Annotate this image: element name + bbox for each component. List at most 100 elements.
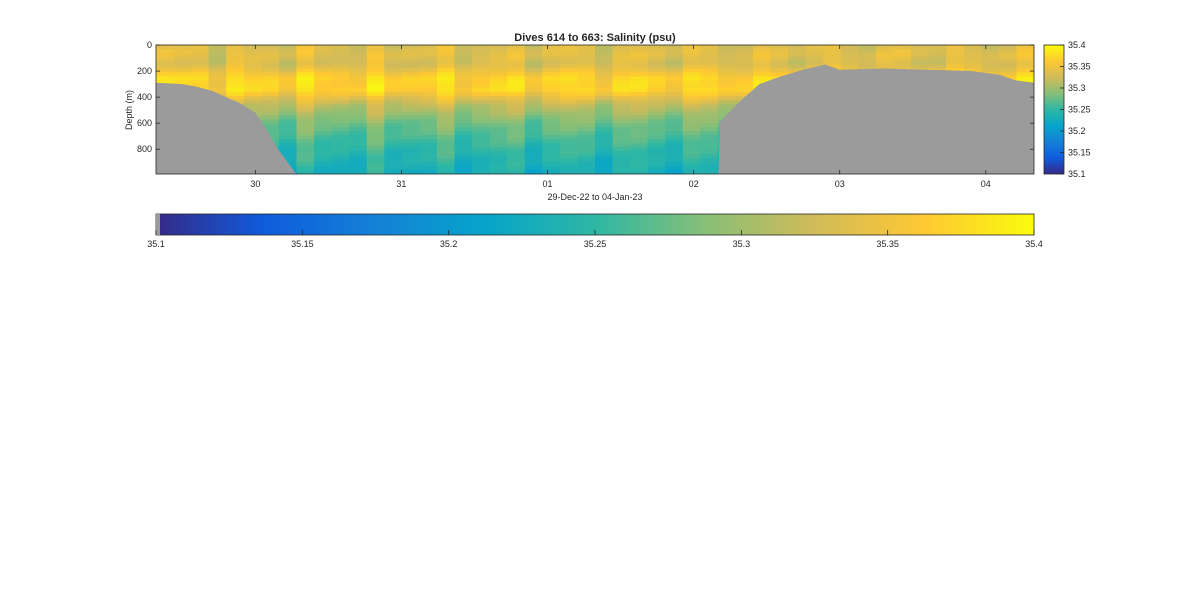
heatmap-cell — [173, 60, 192, 66]
heatmap-cell — [682, 95, 701, 101]
heatmap-cell — [630, 146, 649, 152]
heatmap-cell — [419, 56, 438, 62]
heatmap-cell — [419, 76, 438, 81]
heatmap-cell — [1016, 52, 1034, 58]
heatmap-cell — [208, 64, 227, 70]
heatmap-cell — [577, 60, 596, 66]
heatmap-cell — [630, 154, 649, 159]
heatmap-cell — [226, 91, 245, 97]
heatmap-cell — [331, 103, 350, 109]
heatmap-cell — [542, 52, 561, 58]
heatmap-cell — [647, 95, 666, 101]
heatmap-cell — [349, 119, 368, 124]
heatmap-cell — [296, 166, 315, 171]
heatmap-cell — [384, 115, 403, 120]
heatmap-cell — [401, 150, 420, 156]
heatmap-cell — [366, 84, 385, 89]
heatmap-cell — [524, 76, 543, 81]
heatmap-cell — [805, 56, 824, 62]
heatmap-cell — [331, 60, 350, 66]
heatmap-cell — [542, 142, 561, 148]
heatmap-cell — [559, 158, 579, 163]
heatmap-cell — [700, 162, 719, 167]
heatmap-cell — [595, 64, 614, 70]
heatmap-cell — [419, 45, 438, 50]
heatmap-cell — [647, 131, 666, 136]
heatmap-cell — [226, 68, 245, 73]
heatmap-cell — [735, 80, 754, 85]
heatmap-cell — [682, 76, 701, 81]
heatmap-cell — [770, 56, 789, 62]
heatmap-cell — [717, 95, 737, 101]
heatmap-cell — [191, 64, 210, 70]
heatmap-cell — [191, 52, 210, 58]
heatmap-cell — [314, 107, 333, 113]
heatmap-cell — [524, 52, 543, 58]
heatmap-cell — [173, 48, 192, 54]
heatmap-cell — [472, 127, 491, 132]
heatmap-cell — [384, 64, 403, 70]
heatmap-cell — [436, 158, 456, 163]
heatmap-cell — [419, 103, 438, 109]
heatmap-cell — [419, 146, 438, 152]
heatmap-cell — [489, 64, 508, 70]
heatmap-cell — [875, 45, 895, 50]
heatmap-cell — [577, 142, 596, 148]
heatmap-cell — [472, 95, 491, 101]
heatmap-cell — [542, 60, 561, 66]
heatmap-cell — [208, 60, 227, 66]
heatmap-cell — [261, 68, 280, 73]
heatmap-cell — [524, 48, 543, 54]
heatmap-cell — [682, 84, 701, 89]
heatmap-cell — [296, 146, 315, 152]
heatmap-cell — [226, 80, 245, 85]
heatmap-cell — [472, 68, 491, 73]
heatmap-cell — [261, 131, 280, 136]
heatmap-cell — [717, 99, 737, 105]
heatmap-cell — [630, 68, 649, 73]
heatmap-cell — [542, 45, 561, 50]
heatmap-cell — [542, 111, 561, 116]
heatmap-cell — [524, 150, 543, 156]
heatmap-cell — [998, 52, 1018, 58]
heatmap-cell — [314, 142, 333, 148]
horizontal-colorbar-tick-label: 35.4 — [1025, 239, 1043, 249]
heatmap-cell — [665, 88, 684, 93]
heatmap-cell — [489, 150, 508, 156]
heatmap-cell — [700, 150, 719, 156]
heatmap-cell — [542, 56, 561, 62]
heatmap-cell — [401, 111, 420, 116]
heatmap-cell — [612, 68, 631, 73]
horizontal-colorbar-ticks: 35.1 35.15 35.2 35.25 35.3 35.35 35.4 — [147, 230, 1043, 249]
heatmap-cell — [770, 72, 789, 77]
heatmap-cell — [524, 111, 543, 116]
heatmap-cell — [577, 99, 596, 105]
heatmap-cell — [314, 99, 333, 105]
heatmap-cell — [559, 111, 579, 116]
heatmap-cell — [384, 52, 403, 58]
heatmap-cell — [577, 158, 596, 163]
heatmap-cell — [630, 107, 649, 113]
heatmap-cell — [384, 158, 403, 163]
heatmap-cell — [296, 115, 315, 120]
horizontal-colorbar-tick-label: 35.35 — [876, 239, 899, 249]
heatmap-cell — [665, 64, 684, 70]
heatmap-cell — [191, 72, 210, 77]
heatmap-cell — [472, 142, 491, 148]
heatmap-cell — [647, 127, 666, 132]
heatmap-cell — [366, 162, 385, 167]
heatmap-cell — [507, 68, 526, 73]
heatmap-cell — [595, 48, 614, 54]
heatmap-cell — [647, 99, 666, 105]
heatmap-cell — [261, 52, 280, 58]
heatmap-cell — [682, 72, 701, 77]
heatmap-cell — [314, 146, 333, 152]
heatmap-cell — [893, 52, 912, 58]
heatmap-cell — [278, 68, 298, 73]
heatmap-cell — [630, 170, 649, 174]
heatmap-cell — [507, 64, 526, 70]
heatmap-cell — [665, 134, 684, 140]
heatmap-cell — [366, 158, 385, 163]
heatmap-cell — [700, 146, 719, 152]
heatmap-cell — [770, 52, 789, 58]
